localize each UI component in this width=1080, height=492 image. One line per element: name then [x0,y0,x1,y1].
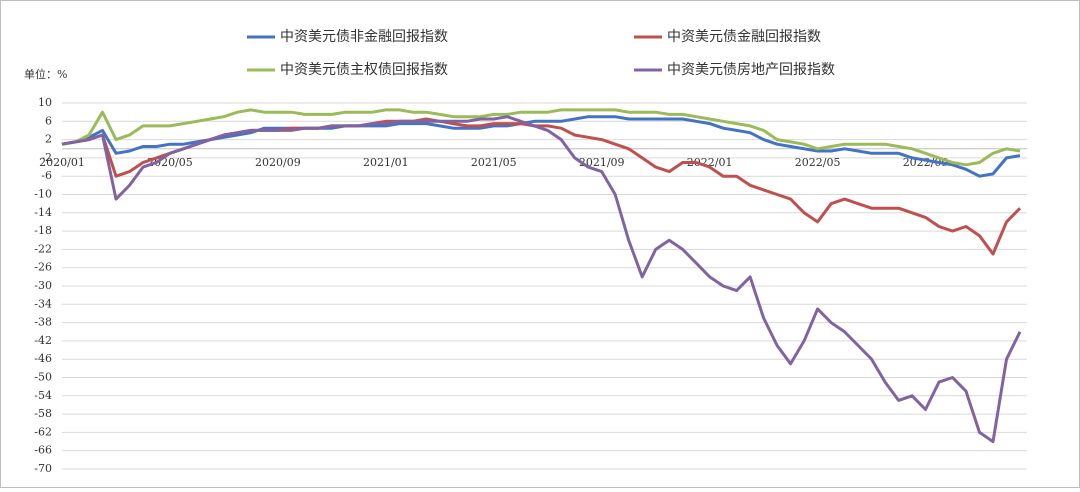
x-tick-label: 2021/01 [363,156,409,169]
y-tick-label: -42 [34,334,52,347]
x-tick-label: 2020/09 [255,156,301,169]
x-tick-label: 2022/05 [795,156,841,169]
y-tick-label: -26 [34,261,52,274]
y-tick-label: -18 [34,224,52,237]
y-tick-label: -50 [34,371,52,384]
x-tick-label: 2021/09 [579,156,625,169]
y-tick-label: -62 [34,425,52,438]
y-tick-label: -58 [34,407,52,420]
legend-label: 中资美元债主权债回报指数 [280,62,448,78]
y-tick-label: -38 [34,316,52,329]
x-tick-label: 2021/05 [471,156,517,169]
y-tick-label: -10 [34,188,52,201]
y-tick-label: -30 [34,279,52,292]
series-line [61,108,1021,167]
y-tick-label: -34 [34,297,52,310]
y-tick-label: -22 [34,242,52,255]
y-tick-label: -2 [41,151,52,164]
x-tick-label: 2020/01 [39,156,85,169]
y-tick-label: -66 [34,444,52,457]
y-tick-label: 10 [38,96,52,109]
x-tick-label: 2020/05 [147,156,193,169]
y-tick-label: -54 [34,389,52,402]
x-tick-label: 2022/01 [687,156,733,169]
series-line [61,115,1021,178]
y-tick-label: 2 [45,133,52,146]
y-tick-label: -14 [34,206,52,219]
legend-label: 中资美元债金融回报指数 [667,29,821,45]
unit-label: 单位：% [24,67,67,81]
legend-label: 中资美元债房地产回报指数 [667,62,835,78]
y-tick-label: 6 [45,114,52,127]
y-tick-label: -6 [41,169,52,182]
y-tick-label: -70 [34,462,52,475]
series-line [61,115,1022,444]
y-tick-label: -46 [34,352,52,365]
legend-label: 中资美元债非金融回报指数 [280,29,448,45]
